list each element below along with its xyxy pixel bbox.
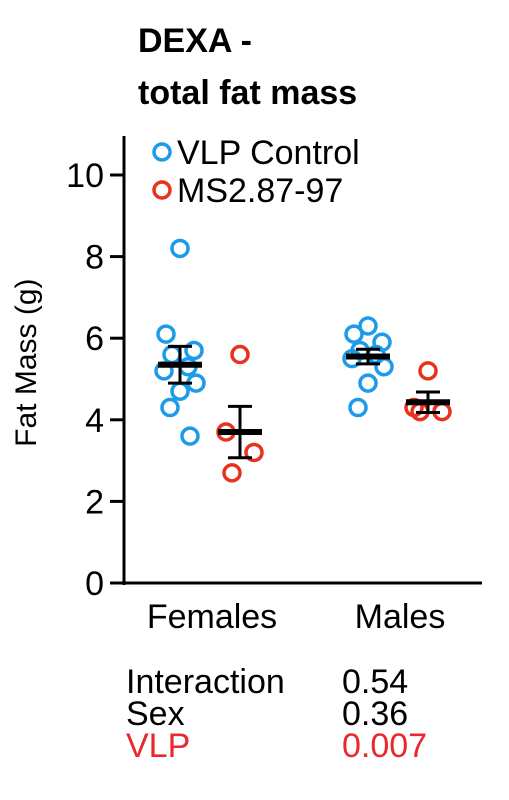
data-point [244,442,264,463]
y-tick-label: 6 [85,320,104,358]
stat-value: 0.36 [342,695,409,733]
y-tick-label: 8 [85,239,104,277]
data-point [348,397,368,418]
stat-label: VLP [126,727,191,765]
data-point [180,426,200,446]
y-tick-label: 10 [66,157,104,195]
chart-plot: 0 2 4 6 8 10 Fat Mass (g) Females Males VLP Cont… [10,134,482,636]
data-point [184,340,204,361]
data-point [358,373,378,393]
y-tick-label: 2 [85,483,104,521]
chart-title-line1: DEXA - [138,22,252,60]
legend-label: VLP Control [177,134,360,172]
data-point [358,316,378,336]
stat-label: Interaction [126,663,285,701]
data-point [162,344,182,365]
legend-label: MS2.87-97 [177,172,343,210]
chart-title-line2: total fat mass [138,74,358,112]
data-point [156,324,176,344]
stat-value: 0.007 [342,727,428,765]
y-tick-label: 4 [85,402,104,440]
data-point [170,238,190,259]
data-point [418,361,438,381]
data-point [230,344,250,365]
data-point [160,397,180,418]
data-point [222,463,242,483]
y-axis-label: Fat Mass (g) [10,279,43,447]
x-tick-label: Males [355,598,446,636]
chart-axes: 0 2 4 6 8 10 Fat Mass (g) Females Males [10,136,482,636]
legend-marker [152,142,172,162]
stat-value: 0.54 [342,663,409,701]
stat-label: Sex [126,695,185,733]
chart-marks [154,238,452,483]
data-point [344,324,364,344]
data-point [374,357,394,377]
y-tick-label: 0 [85,565,104,603]
data-point [170,381,190,401]
legend-marker [152,180,172,200]
x-tick-label: Females [147,598,277,636]
